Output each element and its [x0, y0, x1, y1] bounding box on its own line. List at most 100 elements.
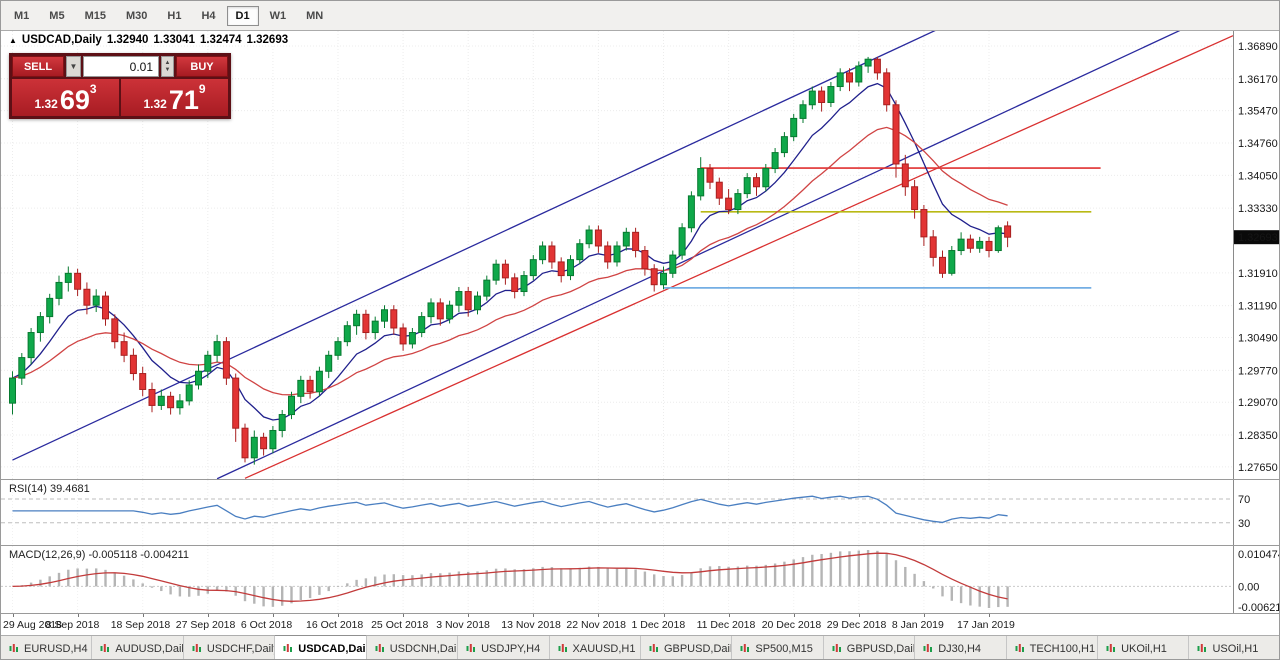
mini-chart-icon: [1015, 644, 1024, 652]
macd-signal-line: [12, 552, 1008, 602]
price-tick-label: 1.28350: [1238, 430, 1278, 442]
time-tick: [77, 614, 79, 617]
date-label: 11 Dec 2018: [696, 619, 756, 631]
tab-usdcnh-daily-4[interactable]: USDCNH,Daily: [366, 636, 459, 659]
buy-price[interactable]: 1.32 71 9: [121, 79, 228, 116]
buy-button[interactable]: BUY: [176, 56, 228, 77]
buy-price-small: 1.32: [143, 97, 167, 111]
price-tick-label: 1.29070: [1238, 397, 1278, 409]
tab-usdjpy-h4-5[interactable]: USDJPY,H4: [458, 636, 550, 659]
tab-usdchf-daily-2[interactable]: USDCHF,Daily: [183, 636, 276, 659]
tab-label: DJ30,H4: [938, 642, 982, 655]
sell-price-big: 69: [59, 85, 90, 116]
buy-price-big: 71: [168, 85, 199, 116]
price-tick-label: 1.30490: [1238, 333, 1278, 345]
volume-input[interactable]: [83, 56, 159, 77]
time-tick: [989, 614, 990, 617]
time-tick: [468, 614, 470, 617]
time-tick: [12, 614, 14, 617]
tab-audusd-daily-1[interactable]: AUDUSD,Daily: [92, 636, 184, 659]
tab-usoil-h1-13[interactable]: USOil,H1: [1189, 636, 1279, 659]
timeframe-mn-button[interactable]: MN: [297, 6, 332, 26]
sell-button[interactable]: SELL: [12, 56, 64, 77]
tab-label: XAUUSD,H1: [572, 642, 636, 655]
rsi-chart[interactable]: 70 30: [1, 480, 1280, 546]
date-label: 3 Nov 2018: [436, 619, 490, 631]
date-label: 29 Aug 2018: [3, 619, 62, 631]
timeframe-h4-button[interactable]: H4: [192, 6, 224, 26]
tab-eurusd-h4-0[interactable]: EURUSD,H4: [1, 636, 93, 659]
macd-axis-max: 0.010474: [1238, 549, 1280, 561]
tab-label: USOil,H1: [1212, 642, 1259, 655]
chevron-down-icon: ▼: [164, 66, 171, 73]
date-label: 8 Sep 2018: [45, 619, 100, 631]
tab-label: GBPUSD,Daily: [846, 642, 916, 655]
price-tick-label: 1.33330: [1238, 203, 1278, 215]
ascending-channel-upper[interactable]: [12, 31, 1234, 461]
tab-label: USDCNH,Daily: [389, 642, 459, 655]
date-label: 6 Oct 2018: [240, 619, 293, 631]
rsi-level-30: 30: [1238, 518, 1250, 530]
tab-gbpusd-daily-9[interactable]: GBPUSD,Daily: [823, 636, 916, 659]
timeframe-toolbar: M1 M5 M15 M30 H1 H4 D1 W1 MN: [1, 1, 1279, 31]
current-price-tag: [1234, 230, 1279, 245]
tab-usdcad-daily-3[interactable]: USDCAD,Daily: [275, 635, 367, 659]
tab-tech100-h1-11[interactable]: TECH100,H1: [1006, 636, 1099, 659]
time-tick: [207, 614, 209, 617]
date-label: 20 Dec 2018: [761, 619, 822, 631]
timeframe-m30-button[interactable]: M30: [117, 6, 156, 26]
mini-chart-icon: [375, 644, 384, 652]
price-tick-label: 1.36890: [1238, 41, 1278, 53]
ascending-red-trendline[interactable]: [244, 35, 1233, 479]
tab-label: SP500,M15: [755, 642, 813, 655]
macd-axis-min: -0.006218: [1238, 602, 1280, 614]
timeframe-m1-button[interactable]: M1: [5, 6, 38, 26]
price-tick-label: 1.35470: [1238, 106, 1278, 118]
macd-chart[interactable]: 0.010474 0.00 -0.006218: [1, 546, 1280, 614]
timeframe-m15-button[interactable]: M15: [76, 6, 115, 26]
time-tick: [663, 614, 665, 617]
timeframe-h1-button[interactable]: H1: [158, 6, 190, 26]
tab-label: AUDUSD,Daily: [115, 642, 184, 655]
time-tick: [142, 614, 144, 617]
slow-ma: [12, 126, 1008, 396]
timeframe-m5-button[interactable]: M5: [40, 6, 73, 26]
time-tick: [533, 614, 535, 617]
tab-ukoil-h1-12[interactable]: UKOil,H1: [1098, 636, 1190, 659]
macd-axis-zero: 0.00: [1238, 581, 1259, 593]
price-tick-label: 1.31190: [1238, 301, 1277, 313]
volume-stepper[interactable]: ▲ ▼: [161, 56, 174, 77]
main-chart-pane: 1.36890 1.36170 1.35470 1.34760 1.34050 1.333…: [1, 31, 1280, 479]
tab-sp500-m15-8[interactable]: SP500,M15: [732, 636, 824, 659]
time-tick: [728, 614, 730, 617]
tab-xauusd-h1-6[interactable]: XAUUSD,H1: [549, 636, 641, 659]
mini-chart-icon: [9, 644, 18, 652]
price-tick-label: 1.34760: [1238, 138, 1278, 150]
date-label: 27 Sep 2018: [175, 619, 236, 631]
mini-chart-icon: [649, 644, 658, 652]
fast-ma: [12, 82, 1008, 421]
timeframe-w1-button[interactable]: W1: [261, 6, 296, 26]
tab-dj30-h4-10[interactable]: DJ30,H4: [915, 636, 1007, 659]
tab-gbpusd-daily-7[interactable]: GBPUSD,Daily: [640, 636, 733, 659]
price-tick-label: 1.27650: [1238, 462, 1278, 474]
timeframe-d1-button[interactable]: D1: [226, 5, 259, 26]
time-axis[interactable]: 29 Aug 2018 8 Sep 2018 18 Sep 2018 27 Sep 2…: [1, 613, 1279, 635]
tab-label: USDJPY,H4: [481, 642, 541, 655]
price-tick-label: 1.34050: [1238, 170, 1278, 182]
mini-chart-icon: [832, 644, 841, 652]
mini-chart-icon: [740, 644, 750, 652]
date-label: 16 Oct 2018: [306, 619, 364, 631]
mini-chart-icon: [923, 644, 933, 652]
mini-chart-icon: [283, 644, 293, 652]
mini-chart-icon: [100, 644, 110, 652]
buy-price-sup: 9: [198, 82, 206, 96]
sell-price[interactable]: 1.32 69 3: [12, 79, 119, 116]
candlestick-chart[interactable]: 1.36890 1.36170 1.35470 1.34760 1.34050 1.333…: [1, 31, 1280, 479]
ascending-channel-lower[interactable]: [216, 31, 1233, 479]
rsi-level-70: 70: [1238, 494, 1250, 506]
volume-dropdown[interactable]: ▼: [66, 56, 81, 77]
mini-chart-icon: [466, 644, 476, 652]
time-tick: [923, 614, 925, 617]
